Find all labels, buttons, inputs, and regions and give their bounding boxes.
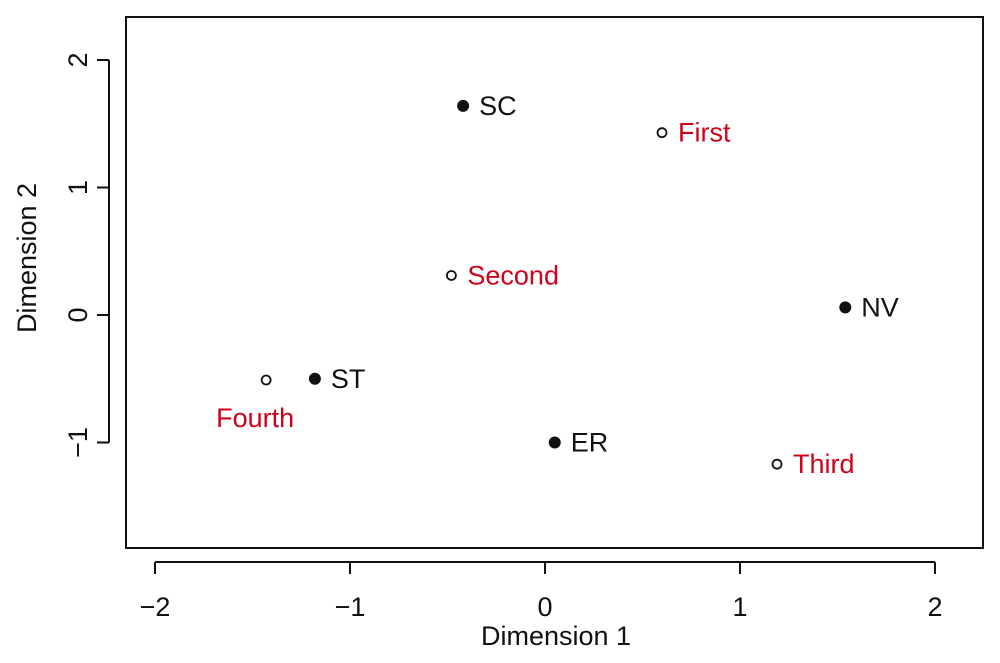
data-point-nv bbox=[839, 301, 852, 314]
point-label-first: First bbox=[678, 118, 731, 148]
data-point-er bbox=[548, 436, 561, 449]
point-label-fourth: Fourth bbox=[216, 403, 294, 433]
x-axis: −2 −1 0 1 2 bbox=[140, 561, 943, 622]
point-label-third: Third bbox=[793, 449, 855, 479]
x-tick-label: 2 bbox=[927, 592, 942, 622]
point-label-nv: NV bbox=[861, 292, 899, 322]
x-tick-label: −2 bbox=[140, 592, 171, 622]
data-point-st bbox=[308, 372, 321, 385]
data-point-fourth bbox=[260, 374, 272, 386]
data-point-third bbox=[771, 458, 783, 470]
y-axis: −1 0 1 2 bbox=[63, 52, 110, 458]
x-tick-label: −1 bbox=[335, 592, 366, 622]
data-points: SC NV ST ER First Second Fourth Third bbox=[216, 91, 899, 479]
point-label-st: ST bbox=[331, 364, 366, 394]
y-tick-label: −1 bbox=[63, 427, 93, 458]
point-label-sc: SC bbox=[479, 91, 517, 121]
y-tick-label: 0 bbox=[63, 307, 93, 322]
x-tick-label: 1 bbox=[732, 592, 747, 622]
x-tick-label: 0 bbox=[537, 592, 552, 622]
point-label-second: Second bbox=[467, 260, 559, 290]
data-point-sc bbox=[457, 99, 470, 112]
plot-frame bbox=[125, 16, 984, 549]
data-point-first bbox=[656, 127, 668, 139]
data-point-second bbox=[445, 270, 457, 281]
y-tick-label: 2 bbox=[63, 52, 93, 67]
point-label-er: ER bbox=[571, 428, 609, 458]
y-axis-title: Dimension 2 bbox=[12, 183, 42, 333]
x-axis-title: Dimension 1 bbox=[481, 621, 631, 651]
y-tick-label: 1 bbox=[63, 180, 93, 195]
